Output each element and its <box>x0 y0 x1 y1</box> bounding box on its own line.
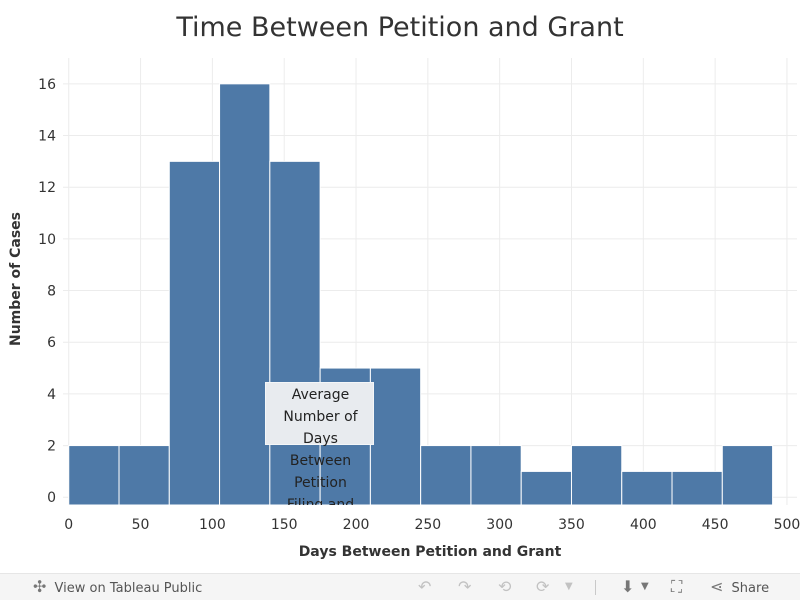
x-tick-label: 100 <box>199 517 226 533</box>
x-tick-label: 400 <box>630 517 657 533</box>
revert-icon[interactable]: ⟲ <box>498 577 512 596</box>
annotation-line: Between <box>289 453 352 469</box>
y-axis-ticks: 0 2 4 6 8 10 12 14 16 <box>38 77 56 506</box>
y-tick-label: 0 <box>47 490 56 506</box>
y-axis-title: Number of Cases <box>8 211 24 347</box>
average-annotation[interactable]: Average Number of Days Between Petition … <box>265 382 374 505</box>
x-tick-label: 150 <box>271 517 298 533</box>
share-button[interactable]: ⋖ Share <box>710 574 769 601</box>
x-tick-label: 350 <box>558 517 585 533</box>
histogram-bar[interactable] <box>721 445 774 506</box>
histogram-bar[interactable] <box>570 445 623 506</box>
y-tick-label: 6 <box>47 335 56 351</box>
histogram-bar[interactable] <box>420 445 472 506</box>
redo-icon[interactable]: ↷ <box>458 577 472 596</box>
y-tick-label: 4 <box>47 387 56 403</box>
annotation-text: Average Number of Days Between Petition … <box>266 383 375 505</box>
y-tick-label: 8 <box>47 284 56 300</box>
download-icon[interactable]: ⬇ <box>621 577 635 596</box>
x-tick-label: 450 <box>702 517 729 533</box>
y-tick-label: 10 <box>38 232 56 248</box>
x-tick-label: 0 <box>64 517 73 533</box>
histogram-bar[interactable] <box>520 470 572 506</box>
toolbar-divider <box>595 580 596 595</box>
histogram-bar[interactable] <box>118 445 170 506</box>
x-tick-label: 250 <box>414 517 441 533</box>
fullscreen-icon[interactable]: ⛶ <box>671 577 683 596</box>
y-tick-label: 12 <box>38 180 56 196</box>
annotation-line: Days <box>303 431 338 447</box>
histogram-bar[interactable] <box>269 160 321 506</box>
histogram-bar[interactable] <box>68 445 120 506</box>
x-tick-label: 200 <box>343 517 370 533</box>
tableau-toolbar: ✣ View on Tableau Public ↶ ↷ ⟲ ⟳ ▼ ⬇ ▼ ⛶… <box>0 573 800 600</box>
share-icon: ⋖ <box>710 577 724 596</box>
x-axis-title: Days Between Petition and Grant <box>298 544 562 560</box>
view-on-tableau-link[interactable]: ✣ View on Tableau Public <box>33 574 202 601</box>
histogram-chart: 0 2 4 6 8 10 12 14 16 0 50 100 150 200 250 300 350 400 45… <box>38 58 800 533</box>
histogram-bar[interactable] <box>470 445 522 506</box>
x-tick-label: 50 <box>132 517 150 533</box>
share-label: Share <box>731 581 770 596</box>
annotation-line: Filing and <box>286 497 355 505</box>
y-tick-label: 2 <box>47 439 56 455</box>
chart-title: Time Between Petition and Grant <box>176 12 624 43</box>
undo-icon[interactable]: ↶ <box>418 577 432 596</box>
refresh-icon[interactable]: ⟳ <box>536 577 550 596</box>
download-dropdown-chevron-icon[interactable]: ▼ <box>641 581 649 592</box>
tableau-logo-icon: ✣ <box>33 577 47 596</box>
bars <box>68 83 774 506</box>
annotation-line: Average <box>291 387 350 403</box>
histogram-bar[interactable] <box>671 470 723 506</box>
refresh-dropdown-chevron-icon[interactable]: ▼ <box>565 581 573 592</box>
x-tick-label: 300 <box>486 517 513 533</box>
y-tick-label: 16 <box>38 77 56 93</box>
y-tick-label: 14 <box>38 129 56 145</box>
histogram-bar[interactable] <box>621 470 673 506</box>
annotation-line: Petition <box>294 475 347 491</box>
x-axis-ticks: 0 50 100 150 200 250 300 350 400 450 500 <box>64 517 800 533</box>
histogram-bar[interactable] <box>369 367 422 506</box>
annotation-line: Number of <box>283 409 358 425</box>
view-on-tableau-label: View on Tableau Public <box>54 581 203 596</box>
histogram-bar[interactable] <box>168 160 221 506</box>
histogram-bar[interactable] <box>219 83 271 506</box>
x-tick-label: 500 <box>774 517 800 533</box>
